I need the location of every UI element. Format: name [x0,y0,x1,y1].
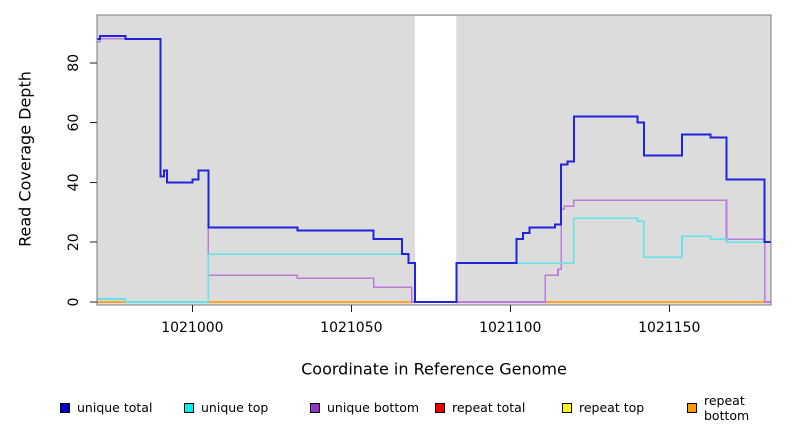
series-unique-top [97,217,771,303]
x-axis: 1021000 1021050 1021100 1021150 [161,305,700,336]
y-tick-label: 0 [66,298,82,307]
y-tick-label: 60 [66,114,82,132]
y-tick-label: 40 [66,174,82,192]
x-axis-title: Coordinate in Reference Genome [301,359,567,379]
series-unique-total [97,34,771,303]
x-tick-label: 1021000 [161,320,223,336]
x-tick-label: 1021100 [479,320,541,336]
x-tick-label: 1021050 [320,320,382,336]
plot-border [96,14,772,306]
y-tick-label: 20 [66,233,82,251]
y-axis-title: Read Coverage Depth [15,71,35,247]
x-tick-label: 1021150 [638,320,700,336]
y-axis: 0 20 40 60 80 [66,54,97,307]
y-tick-label: 80 [66,54,82,72]
coverage-gap-mask [414,16,457,304]
